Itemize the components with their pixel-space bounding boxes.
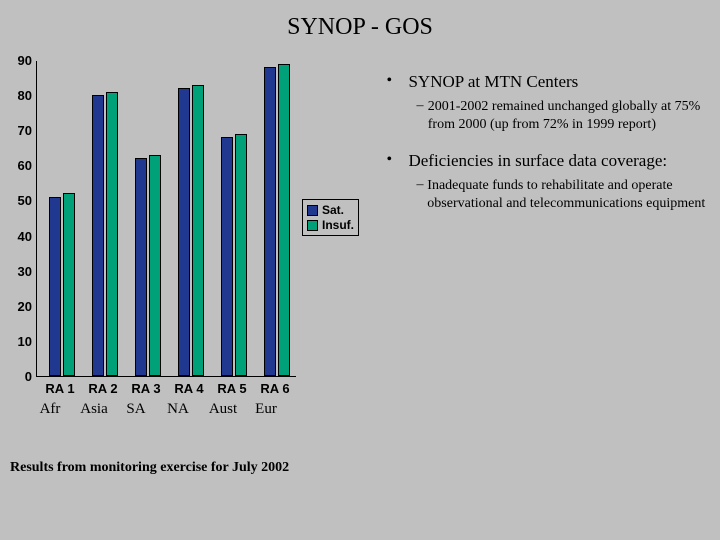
y-tick: 40 bbox=[8, 229, 32, 244]
x-tick: RA 1 bbox=[40, 381, 80, 396]
region-label: NA bbox=[156, 401, 200, 418]
legend-swatch bbox=[307, 205, 318, 216]
bar bbox=[235, 134, 247, 376]
x-tick: RA 2 bbox=[83, 381, 123, 396]
bar bbox=[63, 193, 75, 376]
bullet-block: •SYNOP at MTN Centers –2001-2002 remained… bbox=[386, 71, 712, 134]
sub-dash: – bbox=[416, 177, 427, 213]
y-tick: 70 bbox=[8, 123, 32, 138]
bullet-dot: • bbox=[386, 71, 408, 91]
bar bbox=[149, 155, 161, 376]
legend-label: Sat. bbox=[322, 203, 344, 217]
bullet-head: •Deficiencies in surface data coverage: bbox=[386, 150, 712, 171]
bar bbox=[135, 158, 147, 376]
legend-swatch bbox=[307, 220, 318, 231]
bar bbox=[92, 95, 104, 376]
bar bbox=[106, 92, 118, 376]
y-tick: 90 bbox=[8, 53, 32, 68]
bullet-text: SYNOP at MTN Centers bbox=[408, 71, 578, 92]
bullet-text: Deficiencies in surface data coverage: bbox=[408, 150, 667, 171]
bar bbox=[264, 67, 276, 376]
x-tick: RA 6 bbox=[255, 381, 295, 396]
chart-column: Sat.Insuf. 0102030405060708090RA 1RA 2RA… bbox=[8, 49, 382, 418]
region-label: SA bbox=[116, 401, 156, 418]
bar bbox=[221, 137, 233, 376]
legend-label: Insuf. bbox=[322, 218, 354, 232]
sub-dash: – bbox=[416, 98, 427, 134]
x-tick: RA 4 bbox=[169, 381, 209, 396]
bar bbox=[49, 197, 61, 376]
bar bbox=[178, 88, 190, 376]
page-title: SYNOP - GOS bbox=[0, 0, 720, 49]
region-label: Eur bbox=[246, 401, 286, 418]
y-tick: 50 bbox=[8, 193, 32, 208]
sub-text: Inadequate funds to rehabilitate and ope… bbox=[427, 177, 712, 213]
footnote: Results from monitoring exercise for Jul… bbox=[10, 460, 289, 476]
y-tick: 30 bbox=[8, 264, 32, 279]
sub-bullet: –2001-2002 remained unchanged globally a… bbox=[386, 98, 712, 134]
region-label: Asia bbox=[72, 401, 116, 418]
y-tick: 60 bbox=[8, 158, 32, 173]
y-tick: 0 bbox=[8, 369, 32, 384]
bar bbox=[278, 64, 290, 376]
bar bbox=[192, 85, 204, 376]
main-layout: Sat.Insuf. 0102030405060708090RA 1RA 2RA… bbox=[0, 49, 720, 418]
region-label: Afr bbox=[28, 401, 72, 418]
bar-chart: Sat.Insuf. 0102030405060708090RA 1RA 2RA… bbox=[8, 49, 360, 399]
x-tick: RA 3 bbox=[126, 381, 166, 396]
sub-bullet: –Inadequate funds to rehabilitate and op… bbox=[386, 177, 712, 213]
sub-text: 2001-2002 remained unchanged globally at… bbox=[428, 98, 712, 134]
legend-item: Insuf. bbox=[307, 218, 354, 232]
bullet-dot: • bbox=[386, 150, 408, 170]
bullet-head: •SYNOP at MTN Centers bbox=[386, 71, 712, 92]
region-labels-row: AfrAsiaSANAAustEur bbox=[8, 401, 382, 418]
legend-item: Sat. bbox=[307, 203, 354, 217]
y-tick: 20 bbox=[8, 299, 32, 314]
x-tick: RA 5 bbox=[212, 381, 252, 396]
text-column: •SYNOP at MTN Centers–2001-2002 remained… bbox=[382, 49, 712, 418]
plot-area bbox=[36, 61, 296, 377]
y-tick: 80 bbox=[8, 88, 32, 103]
region-label: Aust bbox=[200, 401, 246, 418]
y-tick: 10 bbox=[8, 334, 32, 349]
chart-legend: Sat.Insuf. bbox=[302, 199, 359, 236]
bullet-block: •Deficiencies in surface data coverage: –… bbox=[386, 150, 712, 213]
